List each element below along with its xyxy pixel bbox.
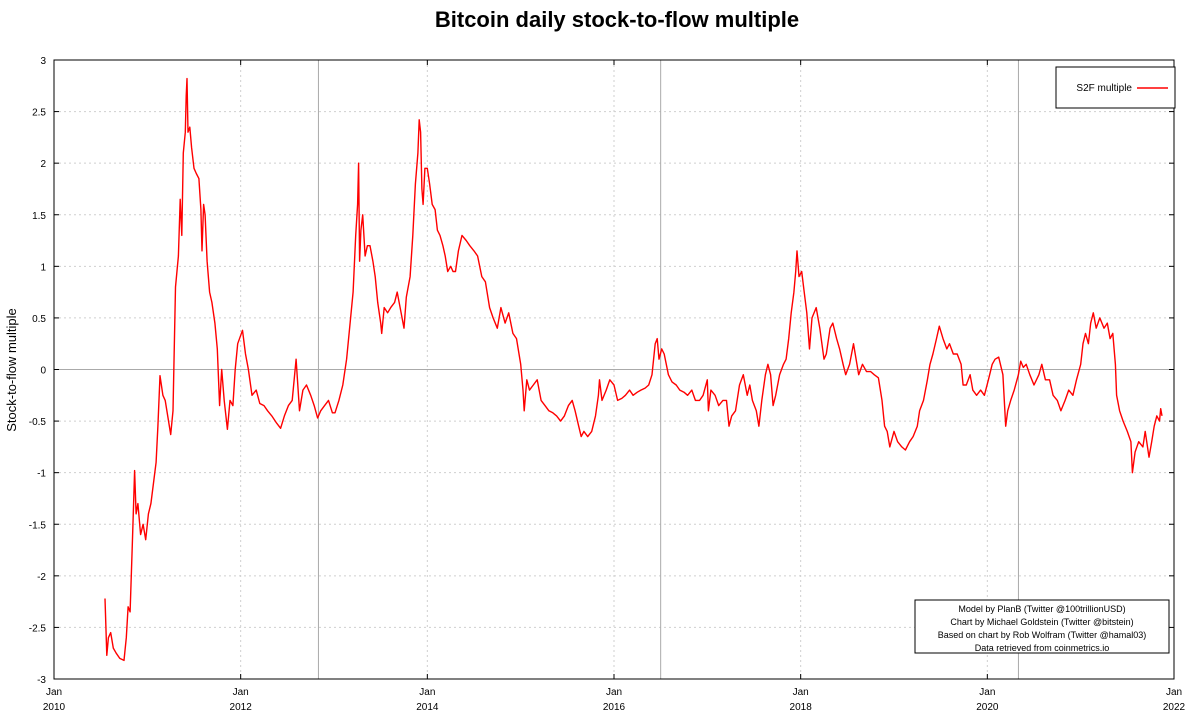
credit-line: Chart by Michael Goldstein (Twitter @bit… xyxy=(950,617,1133,627)
legend: S2F multiple xyxy=(1055,66,1176,109)
credits-frame xyxy=(914,599,1170,654)
y-axis-label: Stock-to-flow multiple xyxy=(4,308,19,432)
series-line-s2f-multiple xyxy=(104,77,1163,662)
y-tick-label: 0.5 xyxy=(32,314,46,325)
chart-title: Bitcoin daily stock-to-flow multiple xyxy=(435,7,799,32)
y-tick-label: -2.5 xyxy=(29,623,47,634)
x-tick-label-month: Jan xyxy=(793,687,809,698)
x-tick-label-year: 2022 xyxy=(1163,702,1186,713)
x-tick-label-month: Jan xyxy=(233,687,249,698)
x-tick-label-month: Jan xyxy=(979,687,995,698)
credit-line: Data retrieved from coinmetrics.io xyxy=(975,643,1110,653)
credit-line: Based on chart by Rob Wolfram (Twitter @… xyxy=(938,630,1147,640)
legend-label: S2F multiple xyxy=(1076,83,1132,94)
y-tick-label: -2 xyxy=(37,572,46,583)
x-tick-label-month: Jan xyxy=(606,687,622,698)
x-tick-label-year: 2014 xyxy=(416,702,439,713)
x-tick-label-month: Jan xyxy=(419,687,435,698)
x-tick-label-year: 2018 xyxy=(790,702,813,713)
y-tick-label: -1.5 xyxy=(29,520,47,531)
y-tick-label: -1 xyxy=(37,469,46,480)
x-tick-label-year: 2012 xyxy=(230,702,253,713)
y-tick-label: 1.5 xyxy=(32,211,46,222)
y-tick-label: -3 xyxy=(37,675,46,686)
y-tick-label: -0.5 xyxy=(29,417,47,428)
gridlines xyxy=(54,60,1174,679)
x-tick-label-month: Jan xyxy=(46,687,62,698)
x-axis-ticks: Jan2010Jan2012Jan2014Jan2016Jan2018Jan20… xyxy=(43,60,1186,713)
y-tick-label: 0 xyxy=(40,366,46,377)
y-tick-label: 2.5 xyxy=(32,108,46,119)
y-tick-label: 3 xyxy=(40,56,46,67)
y-axis-ticks: -3 -2.5 -2 -1.5 -1 -0.5 0 0.5 1 1.5 2 2.5 3 xyxy=(29,56,1174,686)
credits-box: Model by PlanB (Twitter @100trillionUSD)… xyxy=(914,599,1170,654)
y-tick-label: 1 xyxy=(40,262,46,273)
y-tick-label: 2 xyxy=(40,159,46,170)
credit-line: Model by PlanB (Twitter @100trillionUSD) xyxy=(958,604,1125,614)
x-tick-label-year: 2010 xyxy=(43,702,66,713)
x-tick-label-year: 2016 xyxy=(603,702,626,713)
x-tick-label-year: 2020 xyxy=(976,702,999,713)
x-tick-label-month: Jan xyxy=(1166,687,1182,698)
